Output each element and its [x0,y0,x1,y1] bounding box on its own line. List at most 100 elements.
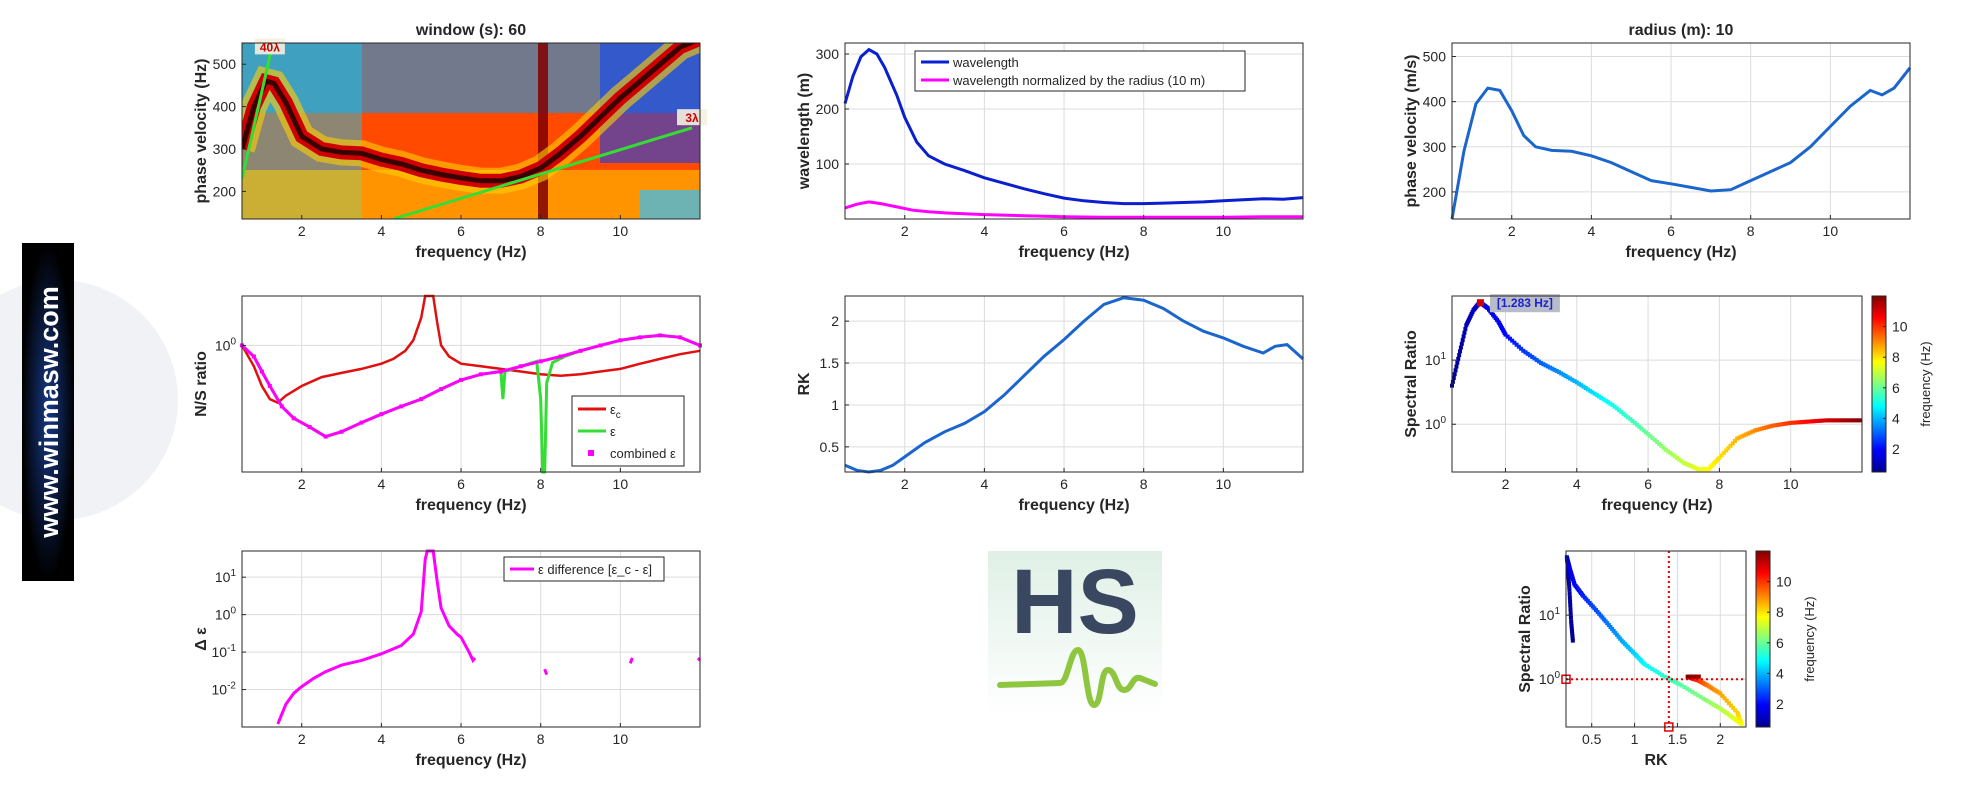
scatter-point [1824,418,1829,423]
scatter-point [1768,424,1773,429]
tick-label-x: 2 [1502,476,1510,492]
scatter-point [1677,457,1682,462]
scatter-point [1566,569,1571,574]
tick-label-y: 400 [1423,94,1447,110]
scatter-point [1660,673,1665,678]
scatter-point [1695,693,1700,698]
scatter-point [1642,662,1647,667]
series-marker [291,416,296,421]
scatter-point [1662,674,1667,679]
axes-frame [241,295,701,473]
series-marker [379,412,384,417]
chart-p11: 40λ 3λ 2 4 6 8 10 200 300 400 500 frequency (Hz) pha… [193,22,708,261]
chart-p22: 2 4 6 8 10 0.5 1 1.5 2 frequency (Hz) RK [796,295,1305,514]
series-line [543,668,549,676]
scatter-point [1634,422,1639,427]
scatter-point [1545,364,1550,369]
scatter-point [1632,420,1637,425]
tick-label-x: 1.5 [1668,731,1688,747]
x-axis-label: frequency (Hz) [1018,244,1129,261]
scatter-point [1623,413,1628,418]
scatter-point [1733,708,1738,713]
scatter-point [1714,703,1718,708]
scatter-point [1570,638,1575,643]
colorbar-tick-label: 8 [1776,604,1784,620]
peak-label-box [1489,294,1560,313]
y-axis-label: N/S ratio [193,351,210,417]
scatter-point [1851,418,1856,423]
tick-label-x: 6 [1644,476,1652,492]
legend-entry: ε [610,424,616,439]
tick-label-x: 10 [1216,476,1232,492]
scatter-point [1569,619,1574,624]
colorbar-tick-label: 4 [1776,665,1784,681]
tick-label-x: 4 [377,731,385,747]
scatter-point [1566,575,1571,580]
scatter-point [1519,346,1524,351]
tick-label-y: 500 [1423,49,1447,65]
scatter-point [1685,674,1690,679]
scatter-point [1647,665,1652,670]
axes-frame [1451,42,1911,220]
colorbar-tick-label: 2 [1776,696,1784,712]
scatter-point [1819,418,1824,423]
scatter-point [1626,415,1631,420]
plot-area [1566,551,1746,727]
scatter-point [1663,447,1668,452]
scatter-point [1744,432,1749,437]
scatter-point [1797,420,1802,425]
chart-title: radius (m): 10 [1629,22,1734,39]
tick-label-x: 8 [537,223,545,239]
axes-frame [241,42,701,220]
scatter-point [1753,428,1758,433]
colorbar-tick-label: 6 [1892,380,1900,396]
scatter-point [1673,680,1678,685]
scatter-point [1543,363,1548,368]
scatter-point [1775,422,1780,427]
scatter-point [1724,448,1729,453]
chart-p12: 2 4 6 8 10 100 200 300 frequency (Hz) wavelength … [796,42,1304,261]
x-axis-label: frequency (Hz) [1018,497,1129,514]
scatter-point [1726,701,1731,706]
tick-label-x: 6 [457,223,465,239]
tick-label-y: 1 [831,397,839,413]
y-axis-label: Spectral Ratio [1403,330,1420,438]
scatter-point [1668,451,1673,456]
axes-frame [1565,550,1747,728]
scatter-point [1628,417,1633,422]
scatter-point [1570,633,1575,638]
scatter-point [1457,353,1462,358]
tick-label-y: 100 [215,336,237,353]
scatter-point [1460,338,1465,343]
scatter-point [1567,595,1572,600]
scatter-point [1585,387,1590,392]
scatter-point [1722,696,1727,701]
website-text: www.winmasw.com [34,286,64,539]
scatter-point [1788,420,1793,425]
scatter-point [1720,693,1725,698]
colorbar-tick-label: 10 [1892,319,1908,335]
tick-label-x: 6 [1060,476,1068,492]
scatter-point [1726,446,1731,451]
scatter-point [1567,581,1571,586]
scatter-point [1610,402,1615,407]
axes-frame [844,295,1304,473]
series-line [628,657,634,664]
scatter-point [1837,418,1842,423]
scatter-point [1842,418,1847,423]
scatter-point [1570,628,1574,633]
tick-label-x: 4 [980,223,988,239]
scatter-point [1675,681,1680,686]
scatter-point [1846,418,1851,423]
scatter-point [1806,419,1811,424]
scatter-point [1682,685,1687,690]
scatter-point [1463,326,1468,331]
tick-label-y: 101 [1539,606,1561,623]
scatter-point [1657,441,1662,446]
scatter-point [1592,391,1597,396]
x-axis-label: frequency (Hz) [415,497,526,514]
series-marker [419,397,424,402]
scatter-point [1612,404,1617,409]
tick-label-x: 1 [1631,731,1639,747]
series-marker [251,354,256,359]
